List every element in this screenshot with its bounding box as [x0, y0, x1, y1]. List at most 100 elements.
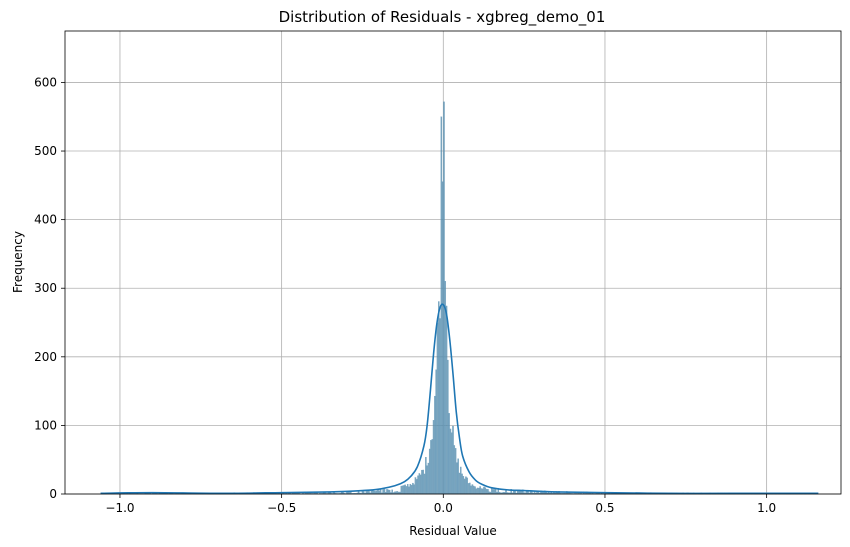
x-axis-ticks: −1.0 −0.5 0.0 0.5 1.0 [105, 494, 776, 515]
histogram-bar-303 [492, 489, 494, 495]
y-tick-label: 300 [34, 281, 57, 295]
histogram-bar-284 [467, 483, 470, 495]
histogram-bar-304 [493, 489, 496, 495]
histogram-bar-207 [368, 490, 370, 495]
histogram-bar-296 [483, 486, 485, 495]
histogram-bar-275 [456, 462, 458, 495]
histogram-bar-261 [438, 301, 440, 495]
histogram-bar-292 [478, 487, 480, 495]
histogram-bar-283 [466, 477, 468, 495]
histogram-bar-268 [447, 359, 449, 495]
histogram-bar-250 [423, 473, 426, 495]
histogram-bar-232 [400, 485, 403, 495]
histogram-bar-279 [461, 473, 463, 495]
histogram-bar-236 [405, 486, 408, 495]
histogram-bar-281 [463, 478, 466, 495]
histogram-bar-278 [459, 466, 462, 495]
histogram-bar-252 [426, 465, 428, 495]
histogram-bar-257 [432, 420, 435, 495]
histogram-bar-212 [374, 491, 377, 495]
histogram-bar-251 [425, 457, 427, 495]
chart-title: Distribution of Residuals - xgbreg_demo_… [279, 8, 606, 27]
histogram-bar-238 [408, 486, 410, 495]
histogram-bar-271 [450, 432, 453, 495]
grid [65, 31, 841, 495]
histogram-bar-285 [469, 482, 471, 495]
histogram-bar-265 [443, 101, 445, 495]
y-tick-label: 200 [34, 350, 57, 364]
histogram-bar-235 [404, 484, 406, 495]
histogram-bar-273 [453, 445, 456, 495]
histogram-bar-210 [372, 490, 374, 495]
y-tick-label: 100 [34, 418, 57, 432]
y-tick-label: 600 [34, 75, 57, 89]
histogram-bar-297 [484, 487, 487, 495]
histogram-bar-214 [377, 489, 379, 495]
histogram-bar-313 [505, 490, 507, 495]
histogram-bar-225 [391, 489, 393, 495]
histogram-bar-233 [401, 485, 404, 495]
x-tick-label: −1.0 [105, 501, 134, 515]
histogram-bar-219 [383, 488, 386, 495]
y-axis-ticks: 0 100 200 300 400 500 600 [34, 75, 65, 501]
histogram-bar-264 [441, 181, 444, 495]
histogram-bar-218 [382, 489, 384, 495]
histogram-bar-246 [418, 473, 421, 495]
histogram-bar-234 [403, 485, 405, 495]
y-tick-label: 400 [34, 213, 57, 227]
histogram-bar-267 [445, 305, 448, 495]
histogram-bar-209 [370, 490, 373, 495]
histogram-bar-272 [452, 425, 454, 495]
histogram-bar-298 [485, 488, 488, 495]
histogram-bar-243 [414, 477, 417, 495]
histogram-bar-286 [470, 485, 472, 495]
histogram-bar-288 [472, 485, 475, 495]
histogram-bar-258 [434, 395, 436, 495]
histogram-bar-213 [375, 490, 378, 495]
histogram-bar-237 [406, 484, 409, 495]
y-tick-label: 0 [49, 487, 57, 501]
histogram-bar-223 [388, 489, 391, 495]
histogram-bar-216 [379, 489, 382, 495]
histogram-bar-260 [436, 322, 439, 495]
histogram-bar-324 [519, 490, 522, 495]
histogram-bar-254 [428, 448, 431, 495]
x-axis-label: Residual Value [409, 524, 496, 538]
histogram-bar-248 [421, 469, 423, 495]
histogram-bar-262 [439, 318, 441, 495]
x-tick-label: 0.0 [434, 501, 453, 515]
x-tick-label: −0.5 [267, 501, 296, 515]
histogram-bar-245 [417, 475, 419, 495]
histogram-bar-206 [366, 490, 369, 495]
histogram-bar-277 [458, 472, 461, 495]
x-tick-label: 0.5 [595, 501, 614, 515]
histogram-bar-290 [475, 488, 478, 495]
histogram-bar-211 [373, 490, 375, 495]
histogram-bar-205 [365, 491, 368, 495]
histogram-bar-249 [422, 469, 425, 495]
histogram-bar-270 [449, 428, 452, 495]
histogram-bar-222 [387, 489, 390, 495]
plot-frame [64, 30, 842, 495]
histogram-bar-282 [465, 476, 467, 495]
histogram-bar-259 [435, 369, 437, 495]
histogram-bar-293 [479, 486, 481, 495]
histogram-bar-280 [462, 476, 465, 495]
kde-curve [100, 303, 819, 495]
histogram-bar-239 [409, 483, 412, 495]
histogram-bar-274 [454, 448, 457, 495]
histogram-bar-269 [448, 413, 450, 495]
histogram-bar-289 [474, 486, 476, 495]
histogram-bar-244 [416, 479, 418, 495]
histogram-bar-287 [471, 484, 474, 495]
histogram-bar-299 [487, 489, 489, 495]
histogram-bar-240 [410, 484, 413, 495]
x-tick-label: 1.0 [757, 501, 776, 515]
histogram-bar-276 [457, 458, 459, 495]
histogram-bar-241 [412, 482, 414, 495]
histogram-bar-295 [481, 488, 484, 495]
y-tick-label: 500 [34, 144, 57, 158]
histogram-bar-294 [480, 488, 483, 495]
histogram-bar-255 [430, 440, 432, 495]
